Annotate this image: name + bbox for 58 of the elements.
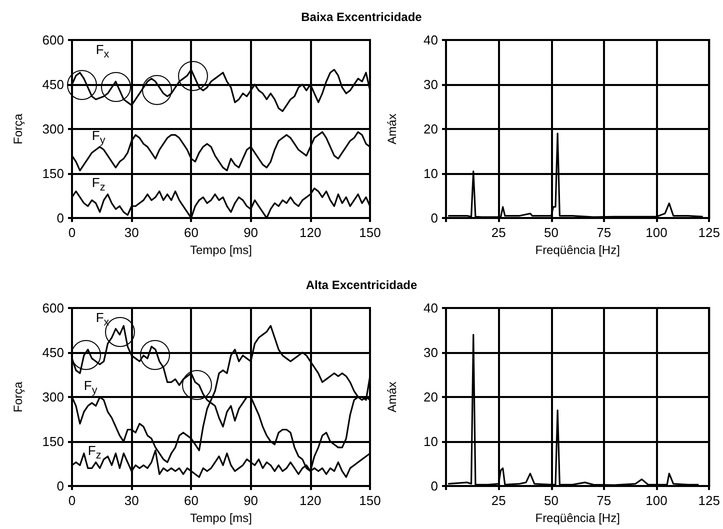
x-tick-label: 150 <box>359 493 381 508</box>
x-tick-label: 75 <box>596 225 612 240</box>
x-tick-label: 50 <box>544 493 558 508</box>
x-tick-label: 100 <box>646 493 668 508</box>
y-tick-label: 600 <box>42 300 64 316</box>
x-tick-label: 120 <box>300 225 322 240</box>
x-tick-label: 30 <box>124 493 139 508</box>
y-tick-label: 30 <box>424 345 438 360</box>
chart-title: Alta Excentricidade <box>304 278 418 292</box>
y-axis-title: Amáx <box>385 382 399 412</box>
x-tick-label: 0 <box>68 493 76 508</box>
y-axis-title: Força <box>11 381 25 412</box>
x-axis-title: Freqüência [Hz] <box>535 510 620 525</box>
x-tick-label: 25 <box>491 225 506 240</box>
y-tick-label: 600 <box>42 32 64 48</box>
x-tick-label: 30 <box>124 225 139 240</box>
y-tick-label: 10 <box>424 166 438 181</box>
y-tick-label: 150 <box>42 434 64 449</box>
series-label: F$_{x}$ <box>96 42 110 60</box>
y-tick-label: 0 <box>56 210 64 226</box>
legend-label: F$_{y}$ <box>84 378 98 397</box>
series-label: F$_{z}$ <box>92 175 106 194</box>
x-tick-label: 125 <box>698 225 720 240</box>
y-tick-label: 10 <box>424 434 438 449</box>
x-tick-label: 90 <box>244 493 258 508</box>
x-tick-label: 90 <box>244 225 258 240</box>
x-tick-label: 50 <box>544 225 558 240</box>
x-axis-title: Tempo [ms] <box>190 510 252 525</box>
y-tick-label: 0 <box>56 478 64 494</box>
x-tick-label: 60 <box>184 493 198 508</box>
y-tick-label: 450 <box>42 77 64 92</box>
x-tick-label: 150 <box>359 225 381 240</box>
x-axis-title: Tempo [ms] <box>190 242 252 257</box>
y-tick-label: 20 <box>424 390 438 404</box>
y-tick-label: 150 <box>42 166 64 181</box>
y-tick-label: 30 <box>424 77 438 92</box>
x-tick-label: 100 <box>646 225 668 240</box>
y-tick-label: 0 <box>430 210 438 226</box>
y-tick-label: 40 <box>424 32 438 48</box>
y-tick-label: 300 <box>42 122 64 136</box>
x-tick-label: 120 <box>300 493 322 508</box>
y-tick-label: 0 <box>430 478 438 494</box>
x-tick-label: 60 <box>184 225 198 240</box>
series-label: F$_{z}$ <box>88 443 102 462</box>
y-tick-label: 20 <box>424 122 438 136</box>
x-tick-label: 25 <box>491 493 506 508</box>
y-axis-title: Amáx <box>385 114 399 144</box>
y-tick-label: 40 <box>424 300 438 316</box>
x-tick-label: 125 <box>698 493 720 508</box>
y-axis-title: Força <box>11 113 25 144</box>
x-axis-title: Freqüência [Hz] <box>535 242 620 257</box>
chart-title: Baixa Excentricidade <box>300 10 423 24</box>
x-tick-label: 0 <box>68 225 76 240</box>
x-tick-label: 75 <box>596 493 612 508</box>
y-tick-label: 450 <box>42 345 64 360</box>
y-tick-label: 300 <box>42 390 64 404</box>
series-label: F$_{x}$ <box>96 310 110 328</box>
series-label: F$_{y}$ <box>92 128 106 146</box>
